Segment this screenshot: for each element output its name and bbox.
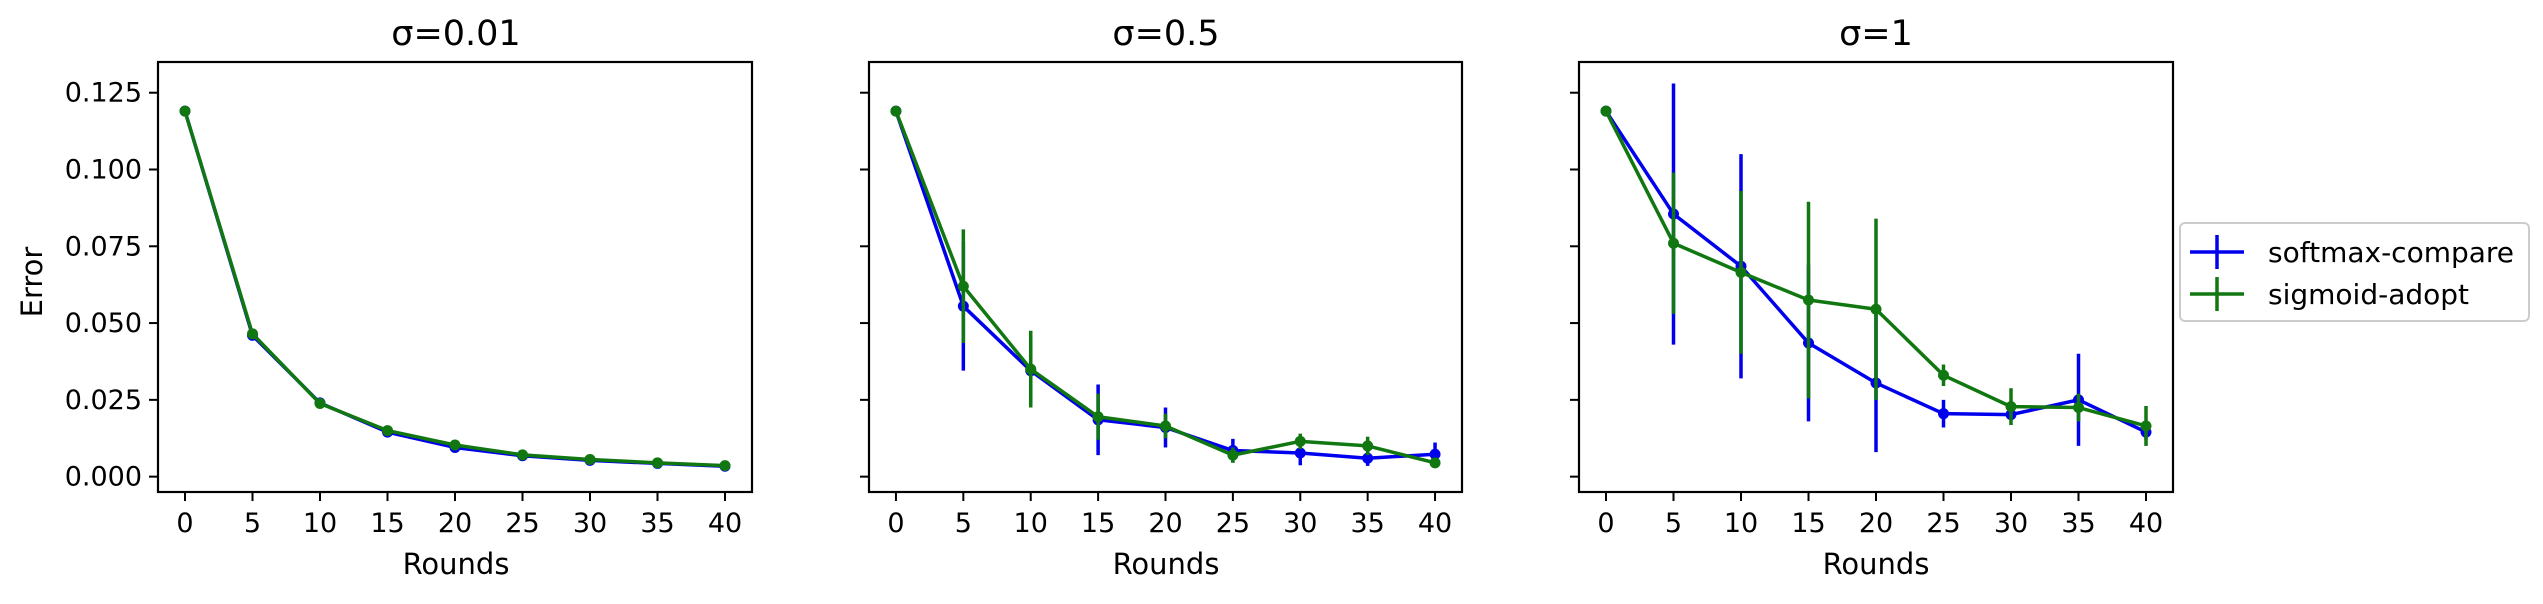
series-softmax-compare <box>179 105 731 472</box>
data-point <box>1362 440 1374 452</box>
subplot-sigma-0.01: σ=0.01 Rounds Error 0 5 10 15 20 25 30 35 40 0.00… <box>15 14 754 581</box>
y-tick-label: 0.050 <box>65 308 142 339</box>
data-point <box>247 328 258 340</box>
data-point <box>382 425 393 437</box>
legend-label: softmax-compare <box>2268 236 2514 269</box>
data-point <box>719 460 731 472</box>
legend-frame <box>2179 222 2530 322</box>
x-tick-label: 40 <box>2129 508 2163 539</box>
x-tick-label: 10 <box>1014 508 1048 539</box>
x-axis-label: Rounds <box>1113 547 1220 581</box>
data-point <box>652 457 663 469</box>
x-tick-label: 0 <box>1597 508 1614 539</box>
data-point <box>1160 420 1171 432</box>
x-tick-label: 20 <box>1148 508 1182 539</box>
y-tick-label: 0.100 <box>65 155 142 186</box>
x-tick-label: 10 <box>303 508 337 539</box>
x-tick-label: 5 <box>244 508 261 539</box>
x-tick-label: 20 <box>438 508 472 539</box>
plot-area <box>156 60 754 494</box>
data-point <box>179 105 191 117</box>
legend: softmax-compare sigmoid-adopt <box>2179 222 2530 322</box>
data-point <box>449 439 461 451</box>
data-point <box>1803 294 1814 306</box>
series-softmax-compare <box>890 105 1441 466</box>
x-tick-label: 30 <box>1994 508 2028 539</box>
data-point <box>1025 363 1037 375</box>
x-tick-label: 15 <box>370 508 404 539</box>
y-tick-label: 0.025 <box>65 385 142 416</box>
data-point <box>2005 401 2017 413</box>
x-tick-label: 35 <box>640 508 674 539</box>
subplot-title: σ=0.01 <box>391 14 520 54</box>
y-tick-label: 0.000 <box>65 462 142 493</box>
legend-label: sigmoid-adopt <box>2268 278 2469 311</box>
legend-entry-softmax-compare: softmax-compare <box>2190 235 2514 269</box>
data-point <box>1294 447 1306 459</box>
x-tick-label: 25 <box>1926 508 1960 539</box>
data-point <box>1362 452 1374 464</box>
x-axis-label: Rounds <box>1823 547 1930 581</box>
x-tick-label: 10 <box>1724 508 1758 539</box>
data-point <box>584 453 596 465</box>
data-point <box>890 105 902 117</box>
series-line <box>183 110 726 468</box>
data-point <box>1600 105 1612 117</box>
y-tick-label: 0.125 <box>65 78 142 109</box>
data-point <box>517 449 528 461</box>
data-point <box>2140 420 2152 432</box>
data-point <box>1668 237 1679 249</box>
x-tick-label: 30 <box>573 508 607 539</box>
legend-entry-sigmoid-adopt: sigmoid-adopt <box>2190 277 2469 311</box>
series-sigmoid-adopt <box>1600 105 2152 446</box>
x-tick-label: 0 <box>176 508 193 539</box>
x-tick-label: 35 <box>1350 508 1384 539</box>
x-tick-label: 15 <box>1081 508 1115 539</box>
subplot-title: σ=0.5 <box>1112 14 1219 54</box>
x-tick-label: 35 <box>2061 508 2095 539</box>
data-point <box>1092 411 1104 423</box>
x-tick-label: 0 <box>887 508 904 539</box>
data-point <box>1227 449 1239 461</box>
x-axis-label: Rounds <box>403 547 510 581</box>
data-point <box>1294 435 1306 447</box>
subplot-sigma-1: σ=1 Rounds 0 5 10 15 20 25 30 35 40 <box>1570 14 2175 581</box>
data-point <box>957 280 969 292</box>
x-tick-label: 20 <box>1859 508 1893 539</box>
x-tick-label: 15 <box>1791 508 1825 539</box>
series-line <box>183 110 726 468</box>
series-line <box>894 110 1436 460</box>
series-sigmoid-adopt <box>179 105 731 472</box>
x-tick-label: 40 <box>708 508 742 539</box>
x-tick-label: 30 <box>1283 508 1317 539</box>
subplot-sigma-0.5: σ=0.5 Rounds 0 5 10 15 20 25 30 35 40 <box>860 14 1464 581</box>
data-point <box>1938 369 1949 381</box>
y-tick-label: 0.075 <box>65 231 142 262</box>
data-point <box>2073 402 2084 414</box>
y-axis-label: Error <box>15 247 49 318</box>
data-point <box>1870 303 1882 315</box>
x-tick-label: 5 <box>955 508 972 539</box>
subplot-title: σ=1 <box>1839 14 1913 54</box>
data-point <box>1938 408 1949 420</box>
x-tick-label: 25 <box>1216 508 1250 539</box>
series-sigmoid-adopt <box>890 105 1441 469</box>
data-point <box>1429 448 1441 460</box>
data-point <box>314 398 326 410</box>
data-point <box>1735 266 1747 278</box>
data-point <box>1429 457 1441 469</box>
x-tick-label: 25 <box>505 508 539 539</box>
x-tick-label: 5 <box>1665 508 1682 539</box>
x-tick-label: 40 <box>1418 508 1452 539</box>
